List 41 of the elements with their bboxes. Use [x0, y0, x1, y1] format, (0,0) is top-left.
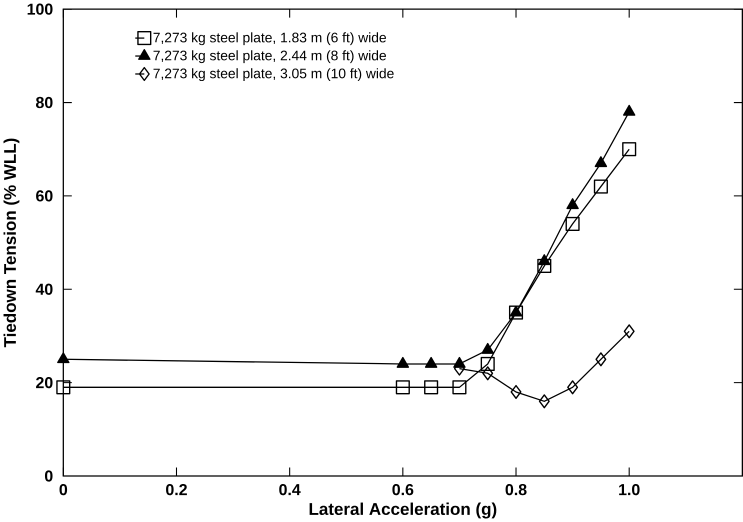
x-tick-label: 0	[60, 484, 68, 496]
y-tick-label: 60	[36, 190, 53, 202]
x-tick-label: 1.0	[619, 484, 640, 496]
y-axis-title: Tiedown Tension (% WLL)	[4, 138, 20, 348]
point	[595, 352, 606, 366]
point	[510, 384, 522, 400]
point	[594, 156, 608, 168]
legend-label: 7,273 kg steel plate, 3.05 m (10 ft) wide	[154, 68, 394, 82]
point	[594, 180, 608, 194]
x-tick-label: 0.2	[166, 484, 187, 496]
y-tick-label: 0	[44, 470, 53, 482]
point	[452, 380, 466, 394]
y-tick-label: 80	[36, 96, 53, 108]
point	[482, 342, 494, 354]
point	[396, 356, 410, 368]
point	[566, 216, 580, 231]
x-axis-title: Lateral Acceleration (g)	[310, 502, 496, 518]
point	[538, 394, 550, 408]
point	[537, 258, 552, 273]
point	[56, 380, 70, 394]
y-tick-label: 100	[28, 4, 53, 15]
point	[424, 356, 438, 368]
x-tick-label: 0.8	[506, 484, 527, 496]
x-tick-label: 0.6	[392, 484, 414, 496]
point	[624, 324, 635, 338]
x-tick-label: 0.4	[279, 484, 301, 496]
point	[510, 306, 522, 316]
y-tick-label: 20	[36, 377, 53, 388]
point	[566, 198, 579, 210]
point	[482, 366, 494, 380]
point	[424, 380, 438, 394]
point	[396, 380, 410, 394]
y-tick-label: 40	[36, 284, 53, 295]
point	[57, 352, 70, 364]
legend-label: 7,273 kg steel plate, 1.83 m (6 ft) wide	[154, 32, 386, 46]
point	[480, 356, 495, 372]
point	[538, 254, 551, 266]
point	[567, 380, 578, 394]
point	[622, 104, 636, 116]
point	[622, 142, 636, 156]
legend-label: 7,273 kg steel plate, 2.44 m (8 ft) wide	[154, 50, 386, 64]
